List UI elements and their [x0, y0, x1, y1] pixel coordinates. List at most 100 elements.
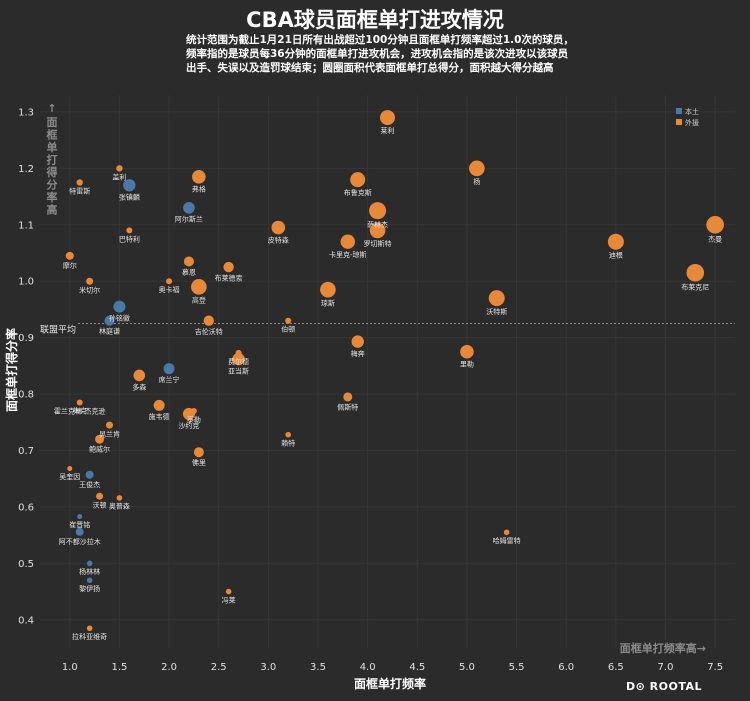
- point-label: 亚当斯: [228, 366, 249, 375]
- point-label: 霍兰克林-杰克逊: [54, 407, 106, 416]
- x-tick-label: 3.5: [310, 662, 326, 673]
- data-point: [469, 160, 485, 177]
- y-tick-label: 0.5: [18, 559, 34, 570]
- data-point: [116, 495, 123, 501]
- point-label: 佛里: [192, 458, 206, 467]
- y-tick-label: 0.8: [18, 390, 34, 401]
- x-tick-label: 5.5: [509, 662, 525, 673]
- x-tick-label: 1.0: [62, 662, 78, 673]
- data-point: [182, 407, 195, 420]
- league-average-line: 联盟平均: [40, 323, 735, 336]
- point-label: 冯莱: [222, 595, 236, 604]
- data-points: [65, 110, 724, 632]
- data-point: [163, 363, 175, 375]
- data-point: [76, 179, 83, 186]
- point-label: 卡里克-琼斯: [329, 250, 367, 259]
- y-hint-char: 打: [47, 153, 58, 167]
- x-tick-label: 7.0: [658, 662, 674, 673]
- data-point: [133, 369, 146, 382]
- point-label: 迪根: [609, 251, 623, 260]
- chart-subtitle: 统计范围为截止1月21日所有出战超过100分钟且面框单打频率超过1.0次的球员，…: [186, 33, 581, 75]
- point-label: 阿不都沙拉木: [59, 537, 101, 546]
- y-tick-label: 0.9: [18, 333, 34, 344]
- point-label: 鲍威尔: [89, 445, 110, 454]
- point-label: 奥卡福: [159, 285, 180, 294]
- data-point: [686, 263, 705, 282]
- y-tick-label: 0.4: [18, 615, 34, 626]
- y-hint-char: 高: [47, 203, 58, 217]
- data-point: [75, 527, 84, 536]
- point-label: 吉伦沃特: [195, 327, 223, 336]
- y-tick-label: 0.6: [18, 502, 34, 513]
- point-label: 泰勒: [187, 415, 201, 424]
- point-label: 王俊杰: [79, 480, 100, 489]
- x-hint-text: 面框单打频率高→: [620, 641, 706, 655]
- data-point: [350, 172, 366, 188]
- point-label: 拉科亚维奇: [72, 632, 107, 641]
- subtitle-line: 统计范围为截止1月21日所有出战超过100分钟且面框单打频率超过1.0次的球员，: [186, 34, 574, 46]
- x-tick-label: 6.5: [608, 662, 624, 673]
- x-tick-label: 2.0: [161, 662, 177, 673]
- data-point: [340, 234, 355, 249]
- point-label: 施韦德: [149, 412, 170, 421]
- point-label: 布莱克尼: [681, 283, 709, 292]
- point-label: 费尔德: [228, 357, 249, 366]
- data-point: [369, 202, 387, 220]
- data-point: [86, 577, 93, 584]
- point-label: 沃特斯: [486, 307, 507, 316]
- legend-swatch-local: [676, 108, 682, 114]
- point-label: 里勒: [460, 360, 474, 369]
- y-tick-label: 1.2: [18, 164, 34, 175]
- data-point: [320, 281, 336, 298]
- data-point: [503, 529, 510, 536]
- y-tick-label: 1.0: [18, 277, 34, 288]
- legend-label-local: 本土: [685, 107, 699, 116]
- data-point: [223, 261, 234, 273]
- x-tick-label: 3.0: [260, 662, 276, 673]
- point-label: 米切尔: [79, 286, 100, 295]
- point-label: 布鲁克斯: [344, 188, 372, 197]
- point-label: 多森: [132, 382, 146, 391]
- y-hint-char: 面: [47, 116, 58, 129]
- point-label: 沙约克: [178, 421, 199, 430]
- data-point: [191, 279, 207, 295]
- point-label: 张镇麟: [119, 192, 140, 201]
- data-point: [369, 222, 386, 239]
- data-point: [113, 300, 126, 313]
- y-hint-char: 框: [47, 128, 58, 142]
- point-label: 弗格: [192, 185, 206, 194]
- x-tick-label: 6.0: [558, 662, 574, 673]
- point-label: 崔晋铭: [69, 520, 90, 529]
- point-label: 梅奔: [351, 349, 365, 358]
- point-label: 皮特森: [268, 235, 289, 244]
- point-label: 黎伊扬: [79, 584, 100, 593]
- y-tick-label: 1.1: [18, 220, 34, 231]
- data-point: [193, 447, 204, 458]
- data-point: [460, 344, 474, 359]
- data-point: [607, 233, 624, 250]
- point-label: 吴奎因: [59, 472, 80, 481]
- point-label: 琼斯: [321, 298, 335, 307]
- point-label: 特雷斯: [69, 187, 90, 196]
- data-point: [95, 434, 105, 444]
- data-point: [65, 251, 74, 260]
- y-hint-char: 得: [46, 165, 58, 179]
- chart-title: CBA球员面框单打进攻情况: [246, 8, 504, 32]
- point-label: 莱利: [381, 126, 395, 135]
- data-point: [192, 170, 206, 184]
- data-point: [104, 315, 115, 326]
- brand-logo: D⊙ ROOTAL: [626, 680, 703, 693]
- data-point: [271, 220, 286, 235]
- point-label: 高登: [192, 296, 206, 305]
- point-label: 布莱德索: [215, 273, 243, 282]
- data-point: [380, 110, 395, 126]
- x-tick-label: 4.5: [409, 662, 425, 673]
- point-label: 孙铭徽: [109, 314, 130, 323]
- point-label: 罗切斯特: [364, 239, 392, 248]
- data-point: [183, 202, 195, 214]
- average-line-label: 联盟平均: [40, 324, 76, 336]
- point-label: 沃顿: [93, 501, 107, 510]
- point-label: 阿尔斯兰: [175, 215, 203, 224]
